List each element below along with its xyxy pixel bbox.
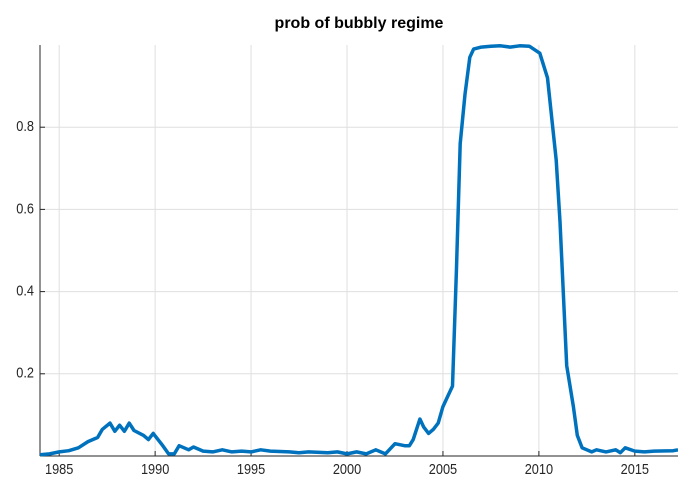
y-tick-label: 0.6	[16, 199, 34, 216]
x-tick-label: 2000	[333, 460, 362, 477]
y-tick-label: 0.4	[16, 282, 34, 299]
y-tick-label: 0.8	[16, 117, 34, 134]
x-tick-label: 1995	[237, 460, 266, 477]
x-tick-label: 2015	[621, 460, 650, 477]
chart-title: prob of bubbly regime	[275, 15, 444, 32]
x-tick-label: 1990	[141, 460, 170, 477]
x-tick-label: 1985	[45, 460, 74, 477]
y-tick-label: 0.2	[16, 364, 34, 381]
x-tick-label: 2005	[429, 460, 458, 477]
x-tick-label: 2010	[525, 460, 554, 477]
data-line	[39, 44, 678, 457]
